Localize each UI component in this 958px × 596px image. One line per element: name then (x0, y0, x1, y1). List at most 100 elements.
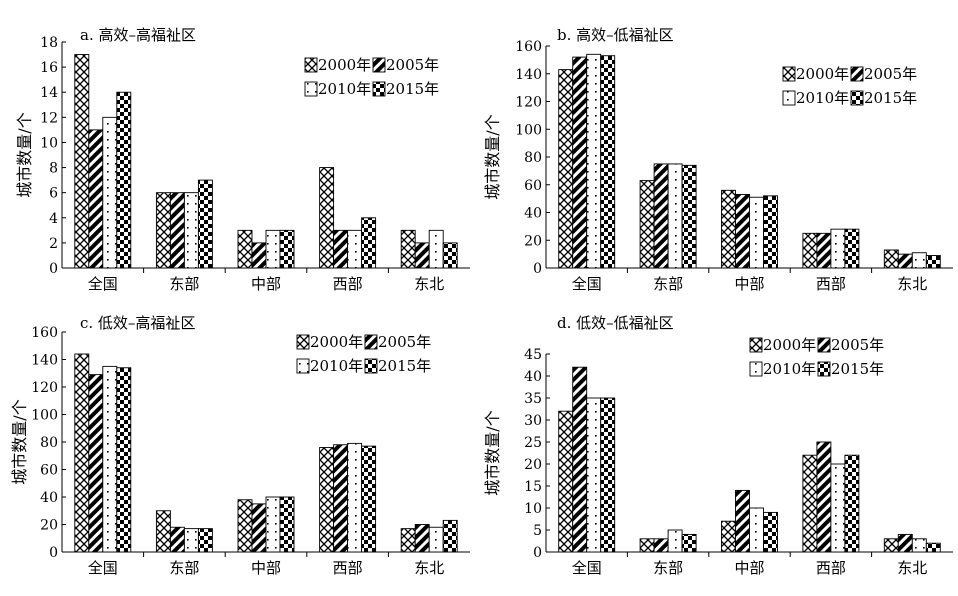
legend-swatch (750, 338, 762, 352)
x-tick-label: 东北 (414, 559, 444, 577)
legend-label: 2010年 (763, 360, 816, 378)
bar (117, 92, 131, 268)
y-tick-label: 100 (31, 408, 58, 424)
y-axis-label: 城市数量/个 (10, 399, 29, 484)
legend-swatch (783, 67, 795, 81)
bar (559, 411, 573, 552)
bar (682, 534, 696, 552)
legend-label: 2005年 (831, 336, 884, 354)
bar (443, 520, 457, 552)
bar (817, 233, 831, 268)
bar (926, 256, 940, 268)
x-tick-label: 中部 (251, 559, 281, 577)
y-tick-label: 120 (31, 380, 58, 396)
bar (559, 70, 573, 268)
x-tick-label: 全国 (572, 275, 602, 293)
bar (198, 529, 212, 552)
y-tick-label: 10 (40, 135, 58, 151)
bar (831, 229, 845, 268)
chart-title: a. 高效–高福祉区 (80, 26, 196, 44)
y-tick-label: 0 (533, 545, 542, 561)
bar (898, 254, 912, 268)
legend-swatch (783, 91, 795, 105)
x-tick-label: 西部 (816, 559, 846, 577)
bar (912, 253, 926, 268)
legend-label: 2005年 (864, 65, 917, 83)
legend-swatch (365, 359, 377, 373)
x-tick-label: 东北 (414, 275, 444, 293)
bar (252, 504, 266, 552)
y-tick-label: 2 (49, 236, 58, 252)
y-axis-label: 城市数量/个 (483, 410, 502, 495)
bar (898, 534, 912, 552)
bar (668, 164, 682, 268)
bar (912, 539, 926, 552)
y-tick-label: 35 (524, 391, 542, 407)
bar (156, 511, 170, 552)
bar (926, 543, 940, 552)
legend-label: 2000年 (796, 65, 849, 83)
bar (764, 196, 778, 268)
bar (573, 367, 587, 552)
y-axis-label: 城市数量/个 (15, 112, 34, 197)
x-tick-label: 全国 (572, 559, 602, 577)
y-tick-label: 100 (515, 122, 542, 138)
y-tick-label: 60 (524, 178, 542, 194)
y-tick-label: 14 (40, 85, 58, 101)
bar (184, 193, 198, 268)
bar (884, 539, 898, 552)
bar (348, 443, 362, 552)
bar (334, 230, 348, 268)
bar (252, 243, 266, 268)
bar (280, 230, 294, 268)
bar (170, 527, 184, 552)
legend-swatch (297, 359, 309, 373)
bar (117, 368, 131, 552)
bar (587, 54, 601, 268)
y-tick-label: 60 (40, 463, 58, 479)
legend-swatch (818, 338, 830, 352)
chart-title: b. 高效–低福祉区 (557, 26, 674, 44)
y-tick-label: 80 (524, 150, 542, 166)
bar (654, 539, 668, 552)
legend-swatch (365, 335, 377, 349)
bar (184, 529, 198, 552)
x-tick-label: 西部 (333, 559, 363, 577)
y-tick-label: 140 (31, 353, 58, 369)
y-tick-label: 40 (524, 206, 542, 222)
x-tick-label: 中部 (734, 559, 764, 577)
legend-label: 2000年 (763, 336, 816, 354)
bar (845, 229, 859, 268)
legend-label: 2015年 (386, 80, 439, 98)
y-tick-label: 0 (533, 261, 542, 277)
bar (803, 233, 817, 268)
bar (736, 490, 750, 552)
bar (601, 398, 615, 552)
bar (401, 529, 415, 552)
bar (415, 525, 429, 553)
y-tick-label: 10 (524, 501, 542, 517)
y-tick-label: 0 (49, 545, 58, 561)
panel-a: 0 2 4 6 8 10 12 14 16 18 全国 东部 中部 西部 东北 a. 高效–高福祉区城市数量/… (15, 26, 470, 293)
bar (103, 117, 117, 268)
bar (750, 197, 764, 268)
y-tick-label: 12 (40, 110, 58, 126)
bar (640, 181, 654, 268)
x-tick-label: 全国 (88, 275, 118, 293)
x-tick-label: 东北 (897, 559, 927, 577)
bar (640, 539, 654, 552)
y-tick-label: 5 (533, 523, 542, 539)
panel-b: 0 20 40 60 80 100 120 140 160 全国 东部 中部 西部 东北 b. 高效–低福祉… (483, 26, 953, 293)
y-axis-label: 城市数量/个 (483, 114, 502, 199)
legend-label: 2015年 (864, 89, 917, 107)
bar (884, 250, 898, 268)
panel-c: 0 20 40 60 80 100 120 140 160 全国 东部 中部 西部 东北 c. 低效–高福祉… (10, 314, 470, 577)
bar (198, 180, 212, 268)
bar (89, 375, 103, 552)
panel-d: 0 5 10 15 20 25 30 35 40 45 全国 东部 中部 西部 东北 d. 低效–低福祉区城市… (483, 314, 953, 577)
bar (587, 398, 601, 552)
x-tick-label: 东部 (653, 559, 683, 577)
legend-label: 2000年 (318, 56, 371, 74)
legend-label: 2010年 (310, 357, 363, 375)
